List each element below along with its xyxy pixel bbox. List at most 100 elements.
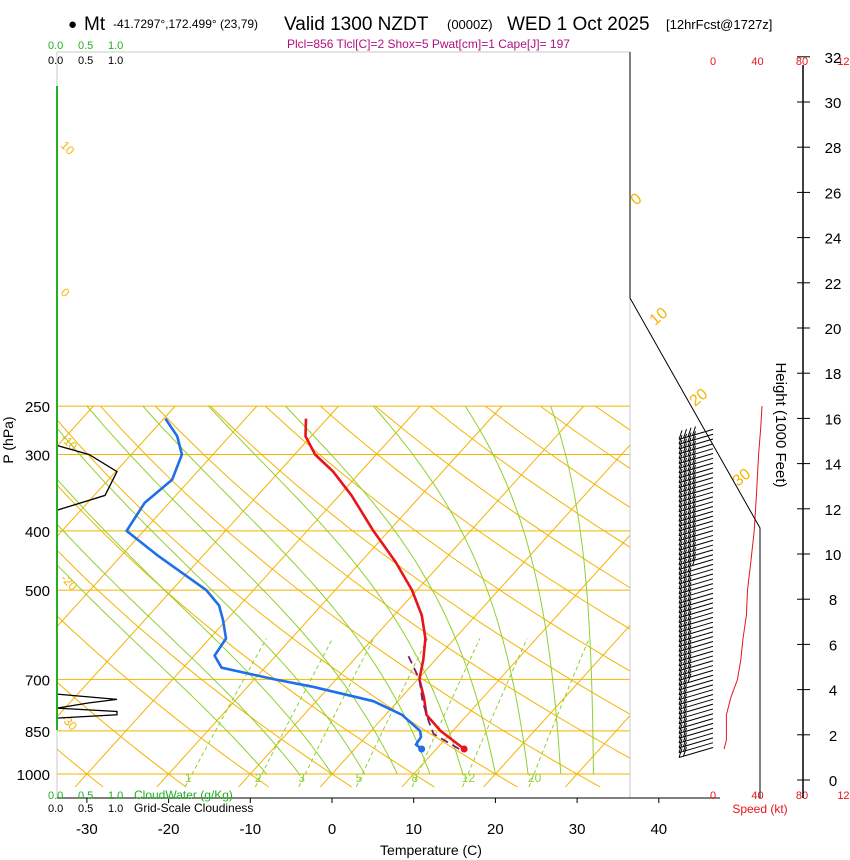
barb-feather [683,496,687,506]
barb-feather [683,645,687,656]
dry-adiabat--10 [57,615,269,788]
barb-feather [692,464,696,475]
barb-feather [687,620,692,630]
barb-feather [683,568,687,579]
barb-staff [678,539,714,551]
wind-barb [678,634,714,648]
wind-barb [678,610,714,624]
barb-feather [678,632,683,642]
profile-lines [56,406,763,753]
wind-barb [678,567,714,580]
barb-staff [678,578,714,590]
barb-feather [678,468,683,479]
mixing-ratio-1 [184,638,267,788]
barb-staff [678,510,714,522]
barb-feather [678,478,683,488]
mixing-ratio-5 [355,638,429,788]
barb-feather [683,737,687,747]
barb-feather [678,579,683,589]
barb-feather [683,563,687,574]
wind-barb [678,668,714,681]
barb-staff [678,674,714,686]
barb-feather [687,577,692,587]
barb-feather [683,621,687,632]
barb-feather [687,451,692,462]
mixing-ratio-20 [528,638,590,788]
barb-feather [687,572,692,582]
barb-feather [678,738,683,749]
barb-staff [678,568,714,580]
wind-barb [678,663,714,677]
wind-barb [678,484,714,498]
barb-feather [692,493,696,504]
barb-feather [683,732,687,742]
wind-barb [678,450,714,464]
barb-feather [678,502,683,512]
wind-barb [678,742,714,754]
barb-feather [692,503,696,513]
height-tick-24: 24 [825,231,842,248]
barb-staff [678,665,714,677]
barb-feather [678,570,683,580]
cloudiness-line-0 [56,444,118,511]
moist-adiabat-8 [86,405,398,775]
barb-staff [678,506,714,517]
barb-feather [678,661,683,671]
barb-feather [678,637,683,647]
upper-boundary [629,52,761,798]
barb-staff [678,747,714,758]
barb-feather [687,552,692,563]
dry-adiabat-label-10: 10 [647,305,672,330]
cloudwater-label: CloudWater (g/Kg) [134,788,233,802]
dry-adiabat-120 [594,405,630,431]
barb-feather [692,435,696,446]
x-axis-label: Temperature (C) [380,842,482,858]
wind-barb [678,522,714,537]
barb-feather [683,689,687,699]
moist-adiabat-20 [285,405,496,775]
barb-feather [678,613,683,623]
moist-adiabat--8 [57,564,267,775]
barb-feather [687,519,692,529]
temp-tick--30: -30 [76,821,98,838]
barb-feather [683,626,687,636]
height-tick-18: 18 [825,366,842,383]
barb-staff [678,491,714,503]
barb-feather [678,685,683,696]
barb-staff [678,626,714,638]
dewpoint-line [125,417,423,751]
temp-tick--20: -20 [158,821,180,838]
moist-adiabat-32 [550,405,594,774]
moist-adiabat-4 [57,427,366,775]
barb-feather [683,592,687,603]
wind-barb [678,737,714,749]
barb-feather [687,654,692,664]
barb-feather [678,743,683,753]
pressure-tick-300: 300 [25,448,50,465]
barb-feather [692,498,696,508]
barb-feather [683,534,687,545]
barb-staff [678,486,714,498]
barb-feather [692,460,696,470]
barb-feather [678,545,683,556]
wind-barb [678,722,714,734]
barb-feather [683,477,687,487]
cloudiness-bottom-tick-1: 0.5 [78,803,93,815]
barb-feather [687,557,692,568]
speed-bottom-tick-3: 120 [837,790,850,802]
height-tick-30: 30 [825,95,842,112]
barb-feather [683,607,687,617]
surface-temp-dot [460,745,468,753]
isotherm--60 [57,405,176,538]
barb-feather [678,521,683,532]
moist-adiabat-0 [57,478,333,775]
barb-feather [683,641,687,651]
barb-staff [678,679,714,691]
barb-feather [692,455,696,465]
barb-feather [687,668,692,678]
wind-barb [678,556,714,571]
barb-feather [683,573,687,583]
temp-tick-20: 20 [487,821,504,838]
barb-feather [683,679,687,689]
